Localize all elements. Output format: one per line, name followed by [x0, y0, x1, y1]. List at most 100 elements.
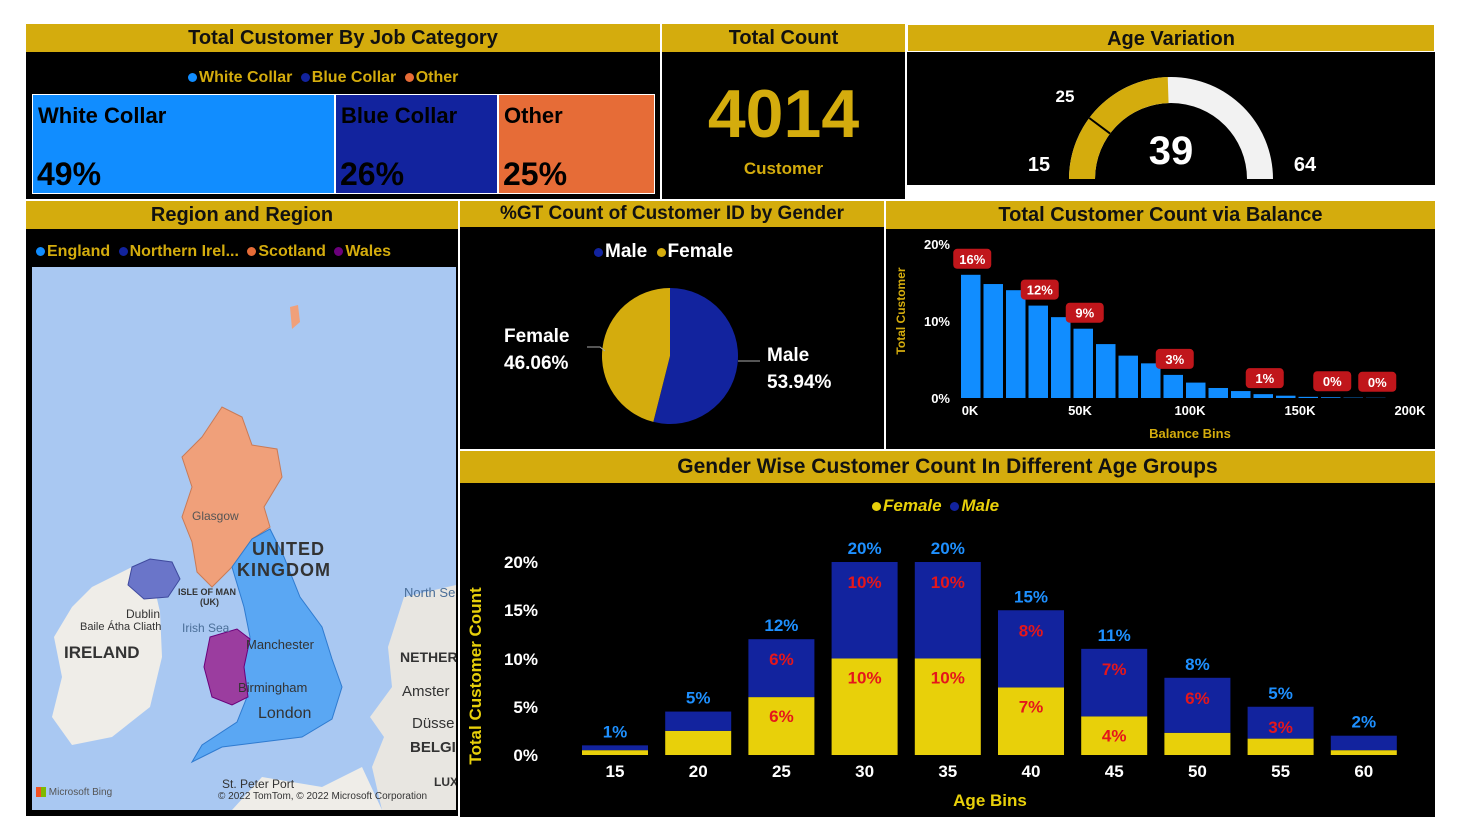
- legend-item-blue-collar[interactable]: Blue Collar: [297, 69, 396, 86]
- continent-landmass: [370, 585, 456, 810]
- balance-bar[interactable]: [1118, 355, 1139, 398]
- gauge-value: 39: [1149, 129, 1194, 173]
- legend-item-white-collar[interactable]: White Collar: [184, 69, 292, 86]
- balance-bar[interactable]: [1073, 328, 1094, 398]
- age-bar-female[interactable]: [1164, 732, 1231, 755]
- age-bar-male[interactable]: [998, 610, 1064, 688]
- age-bar-female[interactable]: [998, 687, 1064, 755]
- balance-bar[interactable]: [961, 274, 981, 398]
- age-group-x-tick: 20: [689, 762, 708, 781]
- age-bar-male[interactable]: [665, 711, 732, 731]
- age-bar-male[interactable]: [1247, 706, 1314, 739]
- age-bar-total-label: 12%: [764, 616, 798, 635]
- balance-bar[interactable]: [1141, 363, 1161, 398]
- balance-bar[interactable]: [1253, 394, 1274, 398]
- age-bar-male[interactable]: [748, 639, 815, 698]
- gender-pie-chart[interactable]: Female 46.06% Male 53.94%: [460, 201, 884, 449]
- map-label-dusseldorf: Düsse: [412, 715, 455, 732]
- balance-bar[interactable]: [1276, 395, 1296, 398]
- treemap-tile-white-collar[interactable]: White Collar 49%: [32, 94, 335, 194]
- balance-bar[interactable]: [1096, 344, 1116, 398]
- treemap-tile-blue-collar[interactable]: Blue Collar 26%: [335, 94, 498, 194]
- map-label-birmingham: Birmingham: [238, 680, 308, 695]
- balance-bar[interactable]: [1186, 382, 1206, 398]
- balance-bar[interactable]: [1321, 397, 1341, 398]
- age-bar-male[interactable]: [582, 745, 648, 751]
- balance-bar[interactable]: [1006, 290, 1026, 398]
- age-gauge[interactable]: 39 15 64 25: [907, 24, 1435, 185]
- balance-bar[interactable]: [1028, 305, 1049, 398]
- age-bar-female[interactable]: [831, 658, 898, 756]
- total-count-card[interactable]: Total Count 4014 Customer: [662, 24, 905, 199]
- balance-bar[interactable]: [1163, 374, 1184, 398]
- age-bar-male[interactable]: [1330, 735, 1397, 751]
- map-label-luxembourg: LUX: [434, 775, 456, 789]
- age-bar-female[interactable]: [748, 697, 815, 755]
- region-shetland[interactable]: [290, 305, 300, 329]
- age-bar-male[interactable]: [1081, 648, 1148, 717]
- gauge-min: 15: [1028, 154, 1050, 176]
- age-bar-female[interactable]: [914, 658, 981, 756]
- map-label-dublin: Dublin: [126, 607, 161, 621]
- region-wales[interactable]: [203, 628, 251, 706]
- age-bar-female[interactable]: [582, 750, 648, 755]
- age-bar-male-label: 7%: [1102, 660, 1127, 679]
- balance-x-tick: 200K: [1394, 403, 1426, 418]
- age-bar-male[interactable]: [831, 562, 898, 659]
- total-count-caption: Customer: [743, 159, 824, 178]
- balance-bar[interactable]: [1051, 317, 1071, 398]
- age-bar-female[interactable]: [1247, 738, 1314, 755]
- age-group-chart[interactable]: Total Customer Count Age Bins 20% 15% 10…: [460, 451, 1435, 817]
- balance-data-label-bg: [1155, 348, 1194, 369]
- age-bar-male-label: 6%: [769, 650, 794, 669]
- pie-slice-female[interactable]: [602, 288, 670, 422]
- legend-item-northern-ireland[interactable]: Northern Irel...: [115, 243, 239, 260]
- age-group-chart-panel: Gender Wise Customer Count In Different …: [460, 451, 1435, 817]
- legend-item-other[interactable]: Other: [401, 69, 458, 86]
- map-canvas[interactable]: UNITED KINGDOM IRELAND Glasgow Dublin Ba…: [32, 267, 456, 810]
- age-bar-female[interactable]: [1330, 750, 1397, 755]
- map-label-glasgow: Glasgow: [192, 509, 239, 523]
- age-bar-male[interactable]: [914, 562, 981, 659]
- map-bing-logo: Microsoft Bing: [36, 787, 112, 798]
- legend-item-england[interactable]: England: [32, 243, 110, 260]
- legend-item-female[interactable]: Female: [653, 241, 733, 262]
- tile-value: 26%: [340, 156, 405, 192]
- age-group-x-tick: 35: [938, 762, 957, 781]
- age-bar-total-label: 20%: [931, 539, 965, 558]
- age-bar-female-label: 10%: [848, 669, 882, 688]
- legend-dot-icon: [36, 247, 45, 256]
- legend-item-scotland[interactable]: Scotland: [243, 243, 326, 260]
- legend-item-female[interactable]: Female: [868, 496, 942, 515]
- map-label-ireland: IRELAND: [64, 643, 140, 662]
- region-map-panel: Region and Region England Northern Irel.…: [26, 201, 458, 816]
- balance-bar[interactable]: [983, 284, 1004, 398]
- age-bar-male[interactable]: [1164, 677, 1231, 733]
- age-bar-female-label: 7%: [1019, 697, 1044, 716]
- balance-bar[interactable]: [1298, 396, 1319, 398]
- treemap-tile-other[interactable]: Other 25%: [498, 94, 655, 194]
- legend-item-wales[interactable]: Wales: [330, 243, 391, 260]
- balance-bar[interactable]: [1231, 391, 1251, 398]
- balance-x-tick: 150K: [1284, 403, 1316, 418]
- legend-dot-icon: [594, 248, 603, 257]
- pie-slice-male[interactable]: [653, 288, 738, 424]
- age-bar-male-label: 10%: [931, 573, 965, 592]
- age-bar-female[interactable]: [1081, 716, 1148, 755]
- age-bar-female[interactable]: [665, 730, 732, 755]
- map-label-baile: Baile Átha Cliath: [80, 621, 162, 633]
- legend-item-male[interactable]: Male: [946, 496, 999, 515]
- region-northern-ireland[interactable]: [127, 558, 181, 600]
- age-bar-total-label: 5%: [1268, 684, 1293, 703]
- legend-dot-icon: [404, 73, 414, 82]
- legend-item-male[interactable]: Male: [590, 241, 647, 262]
- map-label-netherlands: NETHER: [400, 649, 456, 665]
- balance-chart[interactable]: Total Customer Balance Bins 20% 10% 0% 0…: [886, 201, 1435, 449]
- gauge-target-label: 25: [1056, 87, 1075, 106]
- map-copyright: © 2022 TomTom, © 2022 Microsoft Corporat…: [218, 791, 428, 802]
- gender-pie-panel: %GT Count of Customer ID by Gender Male …: [460, 201, 884, 449]
- map-label-irish-sea: Irish Sea: [182, 621, 230, 635]
- balance-bar[interactable]: [1208, 387, 1229, 398]
- age-group-x-tick: 50: [1188, 762, 1207, 781]
- age-bar-female-label: 10%: [931, 669, 965, 688]
